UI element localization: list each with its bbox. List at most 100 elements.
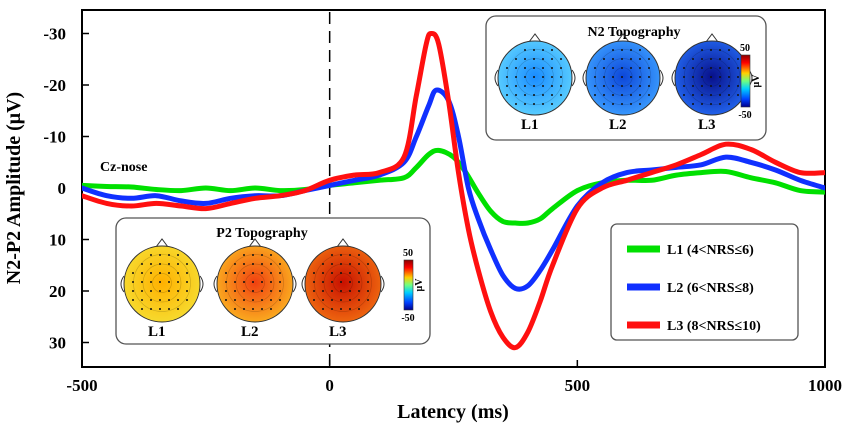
electrode-dot (331, 254, 333, 256)
electrode-dot (648, 76, 650, 78)
electrode-dot (358, 299, 360, 301)
scalp-map (304, 245, 382, 323)
electrode-dot (340, 290, 342, 292)
electrode-dot (225, 272, 227, 274)
electrode-dot (701, 94, 703, 96)
electrode-dot (358, 281, 360, 283)
x-tick-label: 1000 (808, 376, 842, 395)
electrode-dot (719, 58, 721, 60)
topomap-label: L2 (609, 117, 627, 133)
colorbar-gradient (740, 54, 751, 108)
colorbar-unit-label: μV (751, 74, 762, 88)
scalp-map (674, 40, 750, 116)
electrode-dot (349, 299, 351, 301)
ear-left (671, 69, 676, 87)
electrode-dot (737, 94, 739, 96)
electrode-dot (639, 103, 641, 105)
electrode-dot (612, 103, 614, 105)
topomap-l3: L3 (671, 33, 753, 133)
electrode-dot (728, 94, 730, 96)
electrode-dot (639, 76, 641, 78)
electrode-dot (367, 272, 369, 274)
electrode-dot (612, 58, 614, 60)
electrode-dot (261, 299, 263, 301)
x-tick-label: -500 (66, 376, 97, 395)
series-layer (82, 30, 825, 351)
electrode-dot (603, 58, 605, 60)
electrode-dot (506, 85, 508, 87)
electrode-dot (331, 272, 333, 274)
electrode-dot (186, 272, 188, 274)
ear-left (301, 275, 306, 293)
electrode-dot (322, 308, 324, 310)
nose (528, 33, 542, 43)
electrode-dot (150, 263, 152, 265)
y-tick-label: -20 (43, 76, 66, 95)
electrode-dot (621, 76, 623, 78)
electrode-dot (719, 85, 721, 87)
y-tick-label: -30 (43, 25, 66, 44)
electrode-dot (639, 58, 641, 60)
legend-label: L2 (6<NRS≤8) (667, 281, 754, 296)
electrode-dot (261, 290, 263, 292)
x-axis-ticks: -500 0 500 1000 (66, 360, 842, 395)
electrode-dot (542, 76, 544, 78)
colorbar-max-label: 50 (740, 43, 750, 54)
electrode-dot (177, 290, 179, 292)
electrode-dot (728, 67, 730, 69)
electrode-dot (349, 308, 351, 310)
electrode-dot (186, 281, 188, 283)
x-tick-label: 500 (565, 376, 591, 395)
electrode-dot (177, 308, 179, 310)
electrode-dot (358, 254, 360, 256)
electrode-dot (719, 103, 721, 105)
electrode-dot (331, 299, 333, 301)
electrode-dot (551, 67, 553, 69)
electrode-dot (340, 308, 342, 310)
electrode-dot (261, 254, 263, 256)
y-tick-label: 20 (49, 282, 66, 301)
electrode-dot (270, 290, 272, 292)
electrode-dot (252, 272, 254, 274)
colorbar-min-label: -50 (738, 110, 751, 121)
electrode-dot (367, 290, 369, 292)
electrode-dot (621, 58, 623, 60)
topomap-l1: L1 (494, 33, 576, 133)
electrode-dot (621, 67, 623, 69)
electrode-dot (159, 308, 161, 310)
electrode-dot (168, 290, 170, 292)
electrode-dot (621, 103, 623, 105)
y-tick-label: 30 (49, 334, 66, 353)
electrode-dot (252, 254, 254, 256)
legend: L1 (4<NRS≤6) L2 (6<NRS≤8) L3 (8<NRS≤10) (610, 223, 799, 341)
electrode-dot (630, 85, 632, 87)
contour-line (152, 273, 172, 293)
electrode-dot (225, 281, 227, 283)
electrode-dot (692, 103, 694, 105)
electrode-dot (551, 103, 553, 105)
electrode-dot (132, 281, 134, 283)
electrode-dot (542, 49, 544, 51)
electrode-dot (515, 76, 517, 78)
electrode-dot (159, 272, 161, 274)
ear-left (213, 275, 218, 293)
scalp-map (123, 245, 201, 323)
electrode-dot (177, 299, 179, 301)
electrode-dot (710, 94, 712, 96)
electrode-dot (168, 281, 170, 283)
electrode-dot (340, 263, 342, 265)
electrode-dot (141, 308, 143, 310)
electrode-dot (243, 272, 245, 274)
electrode-dot (648, 58, 650, 60)
electrode-dot (560, 76, 562, 78)
colorbar: 50 -50 μV (401, 248, 425, 324)
electrode-dot (515, 58, 517, 60)
electrode-dot (279, 299, 281, 301)
electrode-dot (168, 254, 170, 256)
y-tick-label: -10 (43, 128, 66, 147)
nose (705, 33, 719, 43)
electrode-dot (225, 290, 227, 292)
electrode-dot (252, 290, 254, 292)
electrode-dot (648, 94, 650, 96)
